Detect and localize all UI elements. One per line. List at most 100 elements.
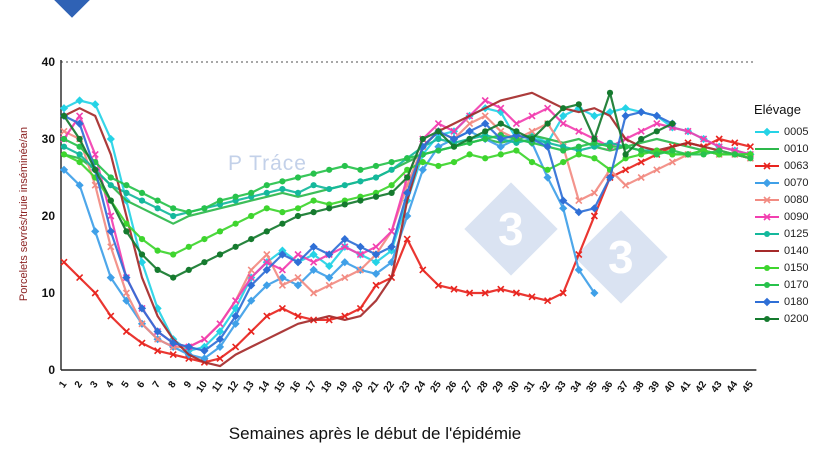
data-point bbox=[403, 235, 411, 243]
data-point bbox=[481, 289, 489, 297]
x-tick-label: 23 bbox=[397, 379, 413, 395]
data-point bbox=[591, 155, 598, 162]
data-point bbox=[497, 104, 505, 112]
data-point bbox=[262, 265, 271, 275]
y-tick-label: 20 bbox=[42, 209, 56, 223]
data-point bbox=[700, 135, 708, 143]
data-point bbox=[294, 312, 302, 320]
data-point bbox=[170, 251, 177, 258]
data-point bbox=[106, 273, 115, 282]
data-point bbox=[60, 143, 68, 150]
data-point bbox=[76, 159, 83, 166]
data-point bbox=[435, 162, 442, 170]
data-point bbox=[75, 181, 84, 190]
data-point bbox=[731, 151, 738, 158]
legend-item-0150: 0150 bbox=[754, 259, 818, 276]
data-point bbox=[371, 269, 381, 278]
data-point bbox=[231, 311, 240, 321]
data-point bbox=[278, 250, 287, 259]
legend-items: 0005 0010 0063 0070 0080 0090 0125 0140 0150 0170… bbox=[754, 123, 818, 327]
x-tick-label: 42 bbox=[694, 379, 710, 395]
data-point bbox=[496, 142, 505, 151]
data-point bbox=[560, 159, 567, 166]
data-point bbox=[591, 135, 598, 143]
data-point bbox=[76, 143, 83, 150]
data-point bbox=[60, 112, 68, 119]
legend-item-0170: 0170 bbox=[754, 276, 818, 293]
data-point bbox=[341, 274, 349, 282]
data-point bbox=[559, 111, 568, 121]
data-point bbox=[434, 281, 442, 289]
data-point bbox=[341, 182, 348, 189]
y-tick-label: 10 bbox=[42, 286, 56, 300]
data-point bbox=[76, 151, 83, 158]
x-tick-label: 24 bbox=[413, 379, 429, 395]
x-tick-label: 22 bbox=[382, 379, 398, 395]
legend-label: 0063 bbox=[784, 159, 809, 172]
data-point bbox=[435, 128, 442, 135]
data-point bbox=[559, 204, 568, 213]
legend-label: 0125 bbox=[784, 227, 809, 240]
x-tick-label: 1 bbox=[57, 379, 69, 390]
data-point bbox=[668, 158, 676, 166]
data-point bbox=[575, 250, 583, 259]
x-tick-label: 2 bbox=[73, 379, 85, 390]
x-tick-label: 45 bbox=[740, 379, 756, 395]
data-point bbox=[497, 120, 504, 127]
x-tick-label: 4 bbox=[104, 379, 116, 390]
data-point bbox=[575, 101, 582, 108]
x-tick-label: 16 bbox=[288, 379, 304, 395]
x-tick-label: 13 bbox=[241, 379, 257, 395]
data-point bbox=[60, 127, 68, 135]
legend-marker-circle-icon bbox=[755, 281, 779, 288]
data-point bbox=[91, 289, 99, 297]
data-point bbox=[231, 319, 240, 328]
data-point bbox=[153, 327, 162, 336]
legend-marker-circle-icon bbox=[755, 315, 779, 322]
data-point bbox=[138, 339, 146, 347]
data-point bbox=[138, 251, 146, 258]
data-point bbox=[372, 243, 380, 251]
data-point bbox=[232, 193, 239, 200]
data-point bbox=[279, 220, 286, 227]
data-point bbox=[357, 166, 364, 173]
series-line-0090 bbox=[62, 99, 752, 348]
data-point bbox=[544, 104, 552, 112]
data-point bbox=[466, 289, 474, 297]
legend-label: 0200 bbox=[784, 312, 809, 325]
data-point bbox=[466, 151, 473, 158]
data-point bbox=[278, 304, 286, 312]
data-point bbox=[590, 111, 599, 121]
data-point bbox=[465, 127, 474, 136]
data-point bbox=[310, 197, 317, 204]
data-point bbox=[528, 135, 536, 143]
data-point bbox=[715, 135, 723, 143]
data-point bbox=[434, 120, 442, 128]
data-point bbox=[590, 189, 598, 197]
legend-item-0010: 0010 bbox=[754, 140, 818, 157]
data-point bbox=[513, 128, 520, 135]
x-tick-label: 32 bbox=[538, 379, 554, 395]
x-tick-label: 9 bbox=[182, 379, 194, 390]
data-point bbox=[232, 297, 240, 305]
data-point bbox=[216, 320, 224, 328]
data-point bbox=[232, 220, 239, 227]
data-point bbox=[310, 170, 317, 177]
x-tick-label: 34 bbox=[569, 379, 585, 395]
x-tick-label: 15 bbox=[272, 379, 288, 395]
data-point bbox=[575, 143, 582, 150]
data-point bbox=[279, 185, 286, 193]
data-point bbox=[326, 205, 333, 212]
x-tick-label: 14 bbox=[257, 379, 273, 395]
data-point bbox=[747, 155, 754, 162]
data-point bbox=[482, 135, 489, 143]
x-tick-label: 40 bbox=[662, 379, 678, 395]
legend-label: 0170 bbox=[784, 278, 809, 291]
x-tick-label: 6 bbox=[135, 379, 147, 390]
data-point bbox=[279, 209, 286, 216]
data-point bbox=[513, 147, 520, 154]
data-point bbox=[216, 354, 224, 363]
series-line-0005 bbox=[62, 99, 752, 352]
x-tick-label: 43 bbox=[709, 379, 725, 395]
